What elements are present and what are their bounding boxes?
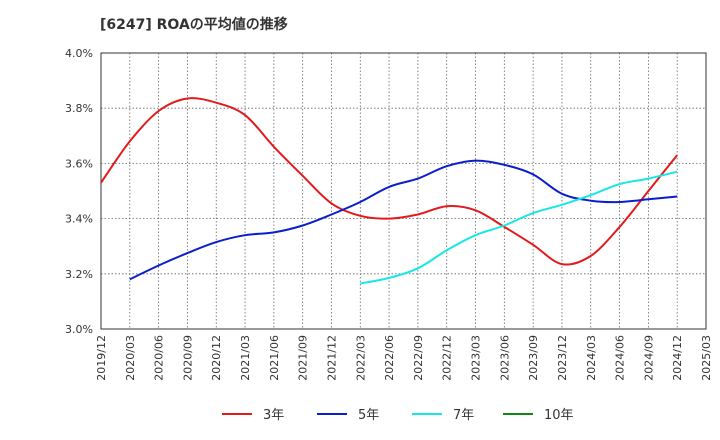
x-tick-label: 2024/12 [671, 335, 684, 381]
plot-frame [100, 52, 707, 330]
x-tick-label: 2023/09 [527, 335, 540, 381]
x-tick-label: 2020/12 [210, 335, 223, 381]
x-tick-label: 2022/03 [354, 335, 367, 381]
y-tick-label: 3.8% [65, 102, 93, 115]
x-axis-ticks: 2019/12 2020/03 2020/06 2020/09 2020/12 2021/… [95, 335, 713, 381]
x-tick-label: 2025/03 [700, 335, 713, 381]
y-tick-label: 3.4% [65, 213, 93, 226]
legend-label-10年: 10年 [544, 408, 574, 423]
x-tick-label: 2024/03 [585, 335, 598, 381]
x-tick-label: 2023/06 [498, 335, 511, 381]
chart-title: [6247] ROAの平均値の推移 [100, 16, 288, 33]
x-tick-label: 2021/09 [297, 335, 310, 381]
x-tick-label: 2024/09 [642, 335, 655, 381]
x-tick-label: 2022/12 [441, 335, 454, 381]
y-tick-label: 4.0% [65, 47, 93, 60]
x-tick-label: 2021/06 [268, 335, 281, 381]
legend-label-5年: 5年 [358, 408, 379, 423]
series-lines [100, 97, 678, 285]
legend: 3年 5年 7年 10年 [222, 408, 574, 423]
x-tick-label: 2019/12 [95, 335, 108, 381]
x-tick-label: 2022/06 [383, 335, 396, 381]
series-line-7年 [360, 170, 678, 285]
grid [101, 53, 706, 329]
y-tick-label: 3.6% [65, 157, 93, 170]
series-line-5年 [129, 159, 678, 281]
legend-label-7年: 7年 [453, 408, 474, 423]
series-line-3年 [100, 97, 678, 266]
x-tick-label: 2020/06 [153, 335, 166, 381]
x-tick-label: 2022/09 [412, 335, 425, 381]
x-tick-label: 2020/09 [181, 335, 194, 381]
x-tick-label: 2020/03 [124, 335, 137, 381]
x-tick-label: 2024/06 [614, 335, 627, 381]
y-axis-ticks: 3.0% 3.2% 3.4% 3.6% 3.8% 4.0% [65, 47, 93, 336]
y-tick-label: 3.2% [65, 268, 93, 281]
legend-label-3年: 3年 [263, 408, 284, 423]
x-tick-label: 2023/03 [470, 335, 483, 381]
x-tick-label: 2023/12 [556, 335, 569, 381]
x-tick-label: 2021/12 [325, 335, 338, 381]
y-tick-label: 3.0% [65, 323, 93, 336]
x-tick-label: 2021/03 [239, 335, 252, 381]
